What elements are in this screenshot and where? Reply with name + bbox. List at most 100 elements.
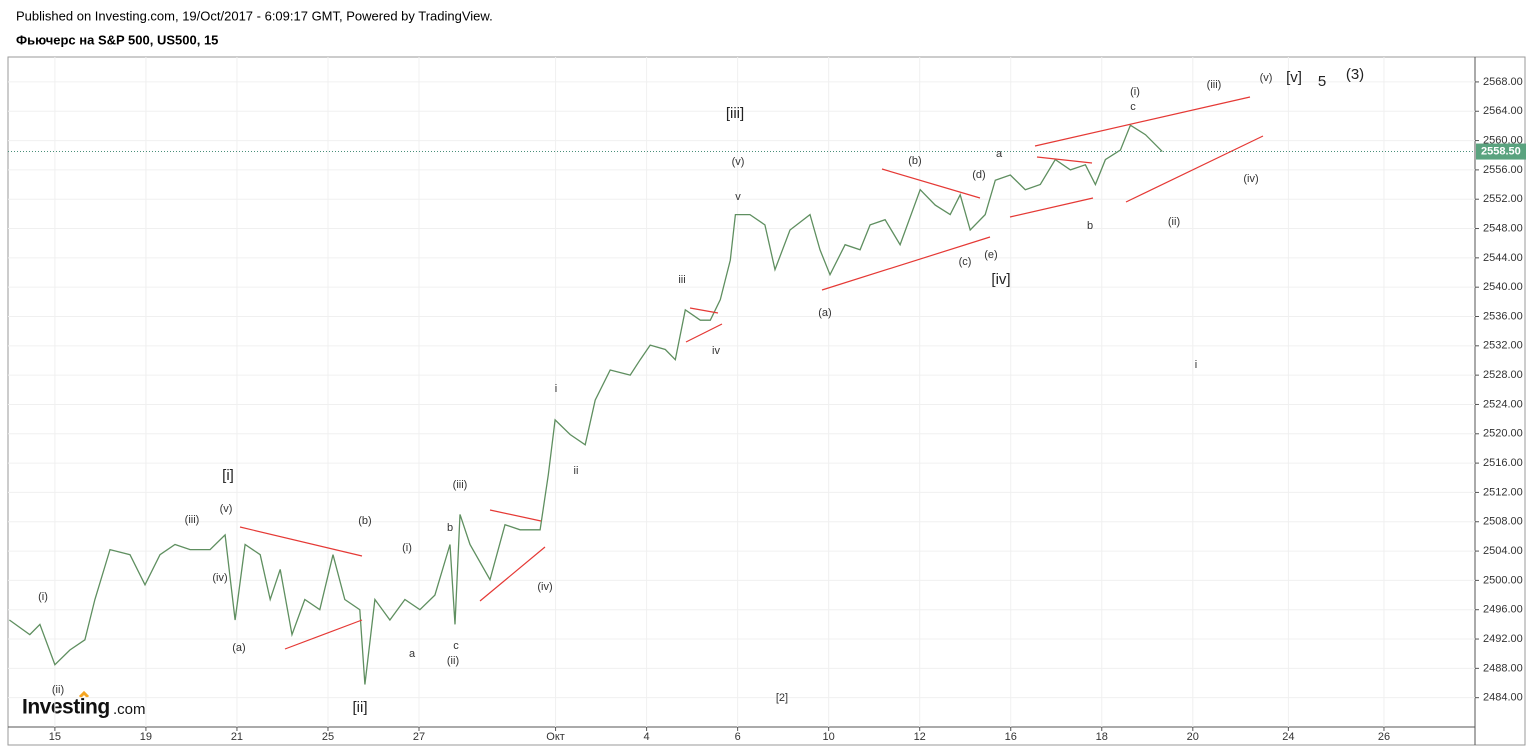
trend-line bbox=[689, 307, 719, 314]
wave-label: a bbox=[996, 148, 1003, 160]
x-tick-label: 24 bbox=[1282, 731, 1294, 743]
trend-line bbox=[479, 546, 546, 602]
logo-mark bbox=[78, 690, 90, 699]
y-tick-label: 2560.00 bbox=[1483, 134, 1523, 146]
trend-line bbox=[1034, 96, 1251, 147]
wave-label: iii bbox=[678, 274, 685, 286]
y-tick-label: 2536.00 bbox=[1483, 310, 1523, 322]
wave-label: [ii] bbox=[353, 699, 368, 716]
y-tick-label: 2556.00 bbox=[1483, 164, 1523, 176]
x-tick-label: Окт bbox=[546, 731, 565, 743]
wave-label: [2] bbox=[776, 692, 788, 704]
wave-label: [i] bbox=[222, 467, 234, 484]
y-tick-label: 2524.00 bbox=[1483, 398, 1523, 410]
wave-label: (d) bbox=[972, 169, 985, 181]
chart-frame bbox=[7, 56, 1526, 746]
x-tick-label: 25 bbox=[322, 731, 334, 743]
x-tick-label: 4 bbox=[644, 731, 650, 743]
wave-label: iv bbox=[712, 345, 720, 357]
x-tick-label: 10 bbox=[823, 731, 835, 743]
x-tick-label: 27 bbox=[413, 731, 425, 743]
wave-label: (ii) bbox=[447, 655, 459, 667]
x-tick-label: 21 bbox=[231, 731, 243, 743]
logo-suffix: .com bbox=[113, 701, 146, 718]
x-tick-label: 26 bbox=[1378, 731, 1390, 743]
wave-label: a bbox=[409, 648, 416, 660]
wave-label: (iv) bbox=[212, 572, 227, 584]
x-tick-label: 18 bbox=[1096, 731, 1108, 743]
trend-line bbox=[821, 236, 991, 291]
y-tick-label: 2528.00 bbox=[1483, 369, 1523, 381]
logo-brand: Investing bbox=[22, 696, 110, 719]
wave-label: c bbox=[1130, 101, 1136, 113]
trend-line bbox=[239, 526, 363, 557]
y-tick-label: 2568.00 bbox=[1483, 76, 1523, 88]
wave-label: (v) bbox=[1260, 72, 1273, 84]
wave-label: c bbox=[453, 640, 459, 652]
wave-label: [v] bbox=[1286, 69, 1302, 86]
price-line bbox=[9, 124, 1163, 685]
wave-label: (c) bbox=[959, 256, 972, 268]
trend-line bbox=[489, 509, 542, 522]
trend-line bbox=[881, 168, 981, 199]
x-tick-label: 16 bbox=[1005, 731, 1017, 743]
x-tick-label: 15 bbox=[49, 731, 61, 743]
trend-line bbox=[1125, 135, 1264, 203]
wave-label: (v) bbox=[220, 503, 233, 515]
wave-label: (ii) bbox=[1168, 216, 1180, 228]
wave-label: i bbox=[1195, 359, 1197, 371]
y-tick-label: 2492.00 bbox=[1483, 633, 1523, 645]
y-tick-label: 2520.00 bbox=[1483, 428, 1523, 440]
wave-label: b bbox=[1087, 220, 1093, 232]
x-tick-label: 12 bbox=[914, 731, 926, 743]
wave-label: (iii) bbox=[185, 514, 200, 526]
wave-label: (iv) bbox=[1243, 173, 1258, 185]
y-tick-label: 2544.00 bbox=[1483, 252, 1523, 264]
instrument-title: Фьючерс на S&P 500, US500, 15 bbox=[16, 32, 218, 47]
wave-label: (ii) bbox=[52, 684, 64, 696]
y-tick-label: 2512.00 bbox=[1483, 486, 1523, 498]
wave-label: (v) bbox=[732, 156, 745, 168]
wave-label: (b) bbox=[908, 155, 921, 167]
wave-label: (a) bbox=[232, 642, 245, 654]
wave-label: i bbox=[555, 383, 557, 395]
trend-line bbox=[685, 323, 723, 343]
wave-label: [iii] bbox=[726, 105, 744, 122]
published-note: Published on Investing.com, 19/Oct/2017 … bbox=[16, 8, 493, 23]
last-price-box bbox=[1476, 143, 1526, 160]
y-tick-label: 2484.00 bbox=[1483, 692, 1523, 704]
wave-label: b bbox=[447, 522, 453, 534]
trend-line bbox=[1009, 197, 1094, 218]
y-tick-label: 2548.00 bbox=[1483, 222, 1523, 234]
wave-label: v bbox=[735, 191, 741, 203]
x-tick-label: 6 bbox=[735, 731, 741, 743]
wave-label: (iii) bbox=[1207, 79, 1222, 91]
wave-label: 5 bbox=[1318, 73, 1326, 90]
trend-line bbox=[284, 619, 363, 650]
wave-label: (i) bbox=[38, 591, 48, 603]
trend-line bbox=[1036, 156, 1093, 164]
y-tick-label: 2508.00 bbox=[1483, 516, 1523, 528]
y-tick-label: 2532.00 bbox=[1483, 340, 1523, 352]
x-tick-label: 20 bbox=[1187, 731, 1199, 743]
wave-label: (3) bbox=[1346, 66, 1364, 83]
wave-label: (i) bbox=[1130, 86, 1140, 98]
y-tick-label: 2496.00 bbox=[1483, 604, 1523, 616]
y-tick-label: 2564.00 bbox=[1483, 105, 1523, 117]
wave-label: (i) bbox=[402, 542, 412, 554]
y-tick-label: 2552.00 bbox=[1483, 193, 1523, 205]
wave-label: (a) bbox=[818, 307, 831, 319]
x-tick-label: 19 bbox=[140, 731, 152, 743]
wave-label: (e) bbox=[984, 249, 997, 261]
y-tick-label: 2500.00 bbox=[1483, 574, 1523, 586]
wave-label: (b) bbox=[358, 515, 371, 527]
wave-label: (iii) bbox=[453, 479, 468, 491]
wave-label: ii bbox=[574, 465, 579, 477]
y-tick-label: 2488.00 bbox=[1483, 662, 1523, 674]
y-tick-label: 2504.00 bbox=[1483, 545, 1523, 557]
y-tick-label: 2540.00 bbox=[1483, 281, 1523, 293]
wave-label: [iv] bbox=[991, 271, 1010, 288]
last-price-label: 2558.50 bbox=[1481, 145, 1521, 157]
y-tick-label: 2516.00 bbox=[1483, 457, 1523, 469]
